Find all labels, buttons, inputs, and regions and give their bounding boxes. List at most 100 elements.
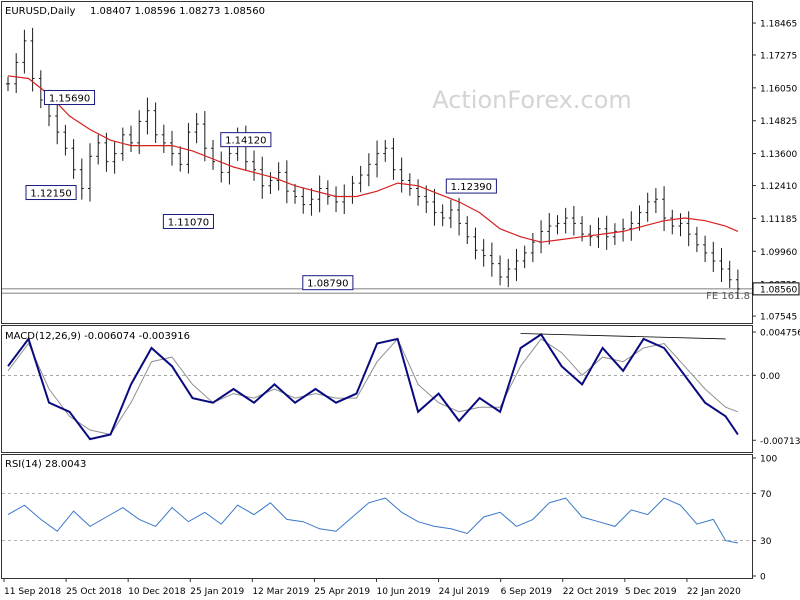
price-bar: [317, 175, 322, 213]
price-bar: [711, 241, 716, 273]
price-bar: [63, 124, 68, 156]
price-bar: [145, 97, 150, 135]
price-bar: [79, 158, 84, 200]
rsi-title: RSI(14) 28.0043: [5, 459, 86, 470]
price-annotation-label: 1.08790: [307, 279, 348, 290]
price-bar: [55, 103, 60, 145]
axes: 1.18465 1.17275 1.16050 1.14825 1.13600 1.124…: [3, 20, 800, 597]
price-annotation-box: [162, 214, 214, 230]
rsi-axis-label: 0: [760, 573, 766, 583]
price-annotation-label: 1.14120: [225, 136, 266, 147]
price-bar: [301, 187, 306, 214]
rsi-plot: [2, 492, 752, 544]
price-bar: [211, 140, 216, 170]
price-bar: [694, 226, 699, 253]
watermark: ActionForex.com: [432, 86, 632, 114]
price-bar: [194, 112, 199, 144]
price-bar: [719, 247, 724, 283]
price-axis-label: 1.16050: [760, 84, 797, 94]
price-annotation-box: [302, 275, 354, 291]
price-bar: [88, 143, 93, 202]
price-bar: [276, 162, 281, 191]
price-axis-label: 1.14825: [760, 117, 797, 127]
price-axis-label: 1.12410: [760, 182, 797, 192]
price-bar: [202, 111, 207, 162]
price-bar: [547, 213, 552, 245]
price-bar: [252, 150, 257, 181]
date-axis-label: 12 Mar 2019: [252, 587, 309, 597]
price-bar: [14, 53, 19, 94]
price-bar: [137, 110, 142, 154]
macd-panel-frame: [1, 325, 753, 453]
price-bar: [38, 70, 43, 109]
date-axis-label: 24 Jul 2019: [439, 587, 490, 597]
price-bar: [678, 213, 683, 237]
date-axis-label: 5 Dec 2019: [625, 587, 677, 597]
price-bar: [506, 258, 511, 288]
price-bar: [735, 269, 740, 300]
date-axis-label: 10 Jun 2019: [377, 587, 431, 597]
price-annotation-label: 1.11070: [168, 218, 209, 229]
price-bar: [686, 211, 691, 247]
price-plot: 1.15690 1.12150 1.14120 1.11070 1.08790 1.123…: [2, 27, 752, 302]
rsi-axis-label: 100: [760, 455, 777, 465]
price-bar: [6, 76, 10, 92]
price-annotation-label: 1.12150: [30, 189, 71, 200]
date-axis-label: 10 Dec 2018: [128, 587, 186, 597]
price-bar: [30, 27, 35, 92]
date-axis-label: 22 Oct 2019: [563, 587, 619, 597]
rsi-axis-label: 70: [760, 490, 772, 500]
price-bar: [366, 153, 371, 187]
price-bar: [424, 185, 429, 214]
price-bar: [555, 215, 560, 235]
fibonacci-extension-label: FE 161.8: [706, 291, 750, 302]
macd-plot: [2, 333, 752, 441]
date-axis-label: 6 Sep 2019: [501, 587, 553, 597]
price-bar: [481, 239, 486, 267]
price-annotation-box: [445, 178, 497, 194]
price-bar: [284, 160, 289, 204]
price-bar: [260, 156, 265, 199]
chart-ohlc: 1.08407 1.08596 1.08273 1.08560: [90, 6, 265, 17]
price-axis-label: 1.17275: [760, 51, 797, 61]
date-axis-label: 25 Jan 2019: [190, 587, 244, 597]
rsi-axis-label: 30: [760, 537, 772, 547]
price-bar: [662, 186, 667, 232]
price-axis-label: 1.18465: [760, 20, 797, 30]
price-annotation-box: [25, 185, 77, 201]
price-bar: [358, 165, 363, 193]
price-bar: [375, 140, 380, 178]
current-price-label: 1.08560: [760, 285, 797, 295]
price-axis-label: 1.11185: [760, 215, 797, 225]
date-axis-label: 25 Oct 2018: [66, 587, 122, 597]
price-bar: [120, 127, 125, 161]
price-bar: [653, 188, 658, 214]
price-bar: [383, 140, 388, 162]
price-bar: [399, 157, 404, 193]
price-annotation-label: 1.12390: [451, 182, 492, 193]
price-axis-label: 1.07545: [760, 313, 797, 323]
macd-title: MACD(12,26,9) -0.006074 -0.003916: [5, 331, 190, 342]
macd-divergence-line: [520, 333, 726, 340]
price-bar: [604, 215, 609, 250]
macd-axis-label: 0.00: [760, 372, 780, 382]
price-bar: [104, 132, 109, 172]
rsi-panel-frame: [1, 454, 753, 579]
moving-average-line: [7, 75, 739, 243]
macd-axis-label: -0.00713: [760, 437, 800, 447]
price-bar: [440, 204, 445, 227]
price-bar: [309, 188, 314, 216]
price-bar: [153, 102, 158, 144]
price-bar: [522, 245, 527, 269]
rsi-line: [7, 497, 738, 544]
price-bar: [129, 125, 134, 153]
price-bar: [498, 255, 503, 286]
price-bar: [227, 141, 232, 185]
price-bar: [178, 146, 183, 172]
price-bar: [112, 141, 117, 174]
price-bar: [293, 183, 298, 204]
price-bar: [22, 29, 27, 74]
price-bar: [448, 199, 453, 229]
price-bar: [457, 197, 462, 236]
